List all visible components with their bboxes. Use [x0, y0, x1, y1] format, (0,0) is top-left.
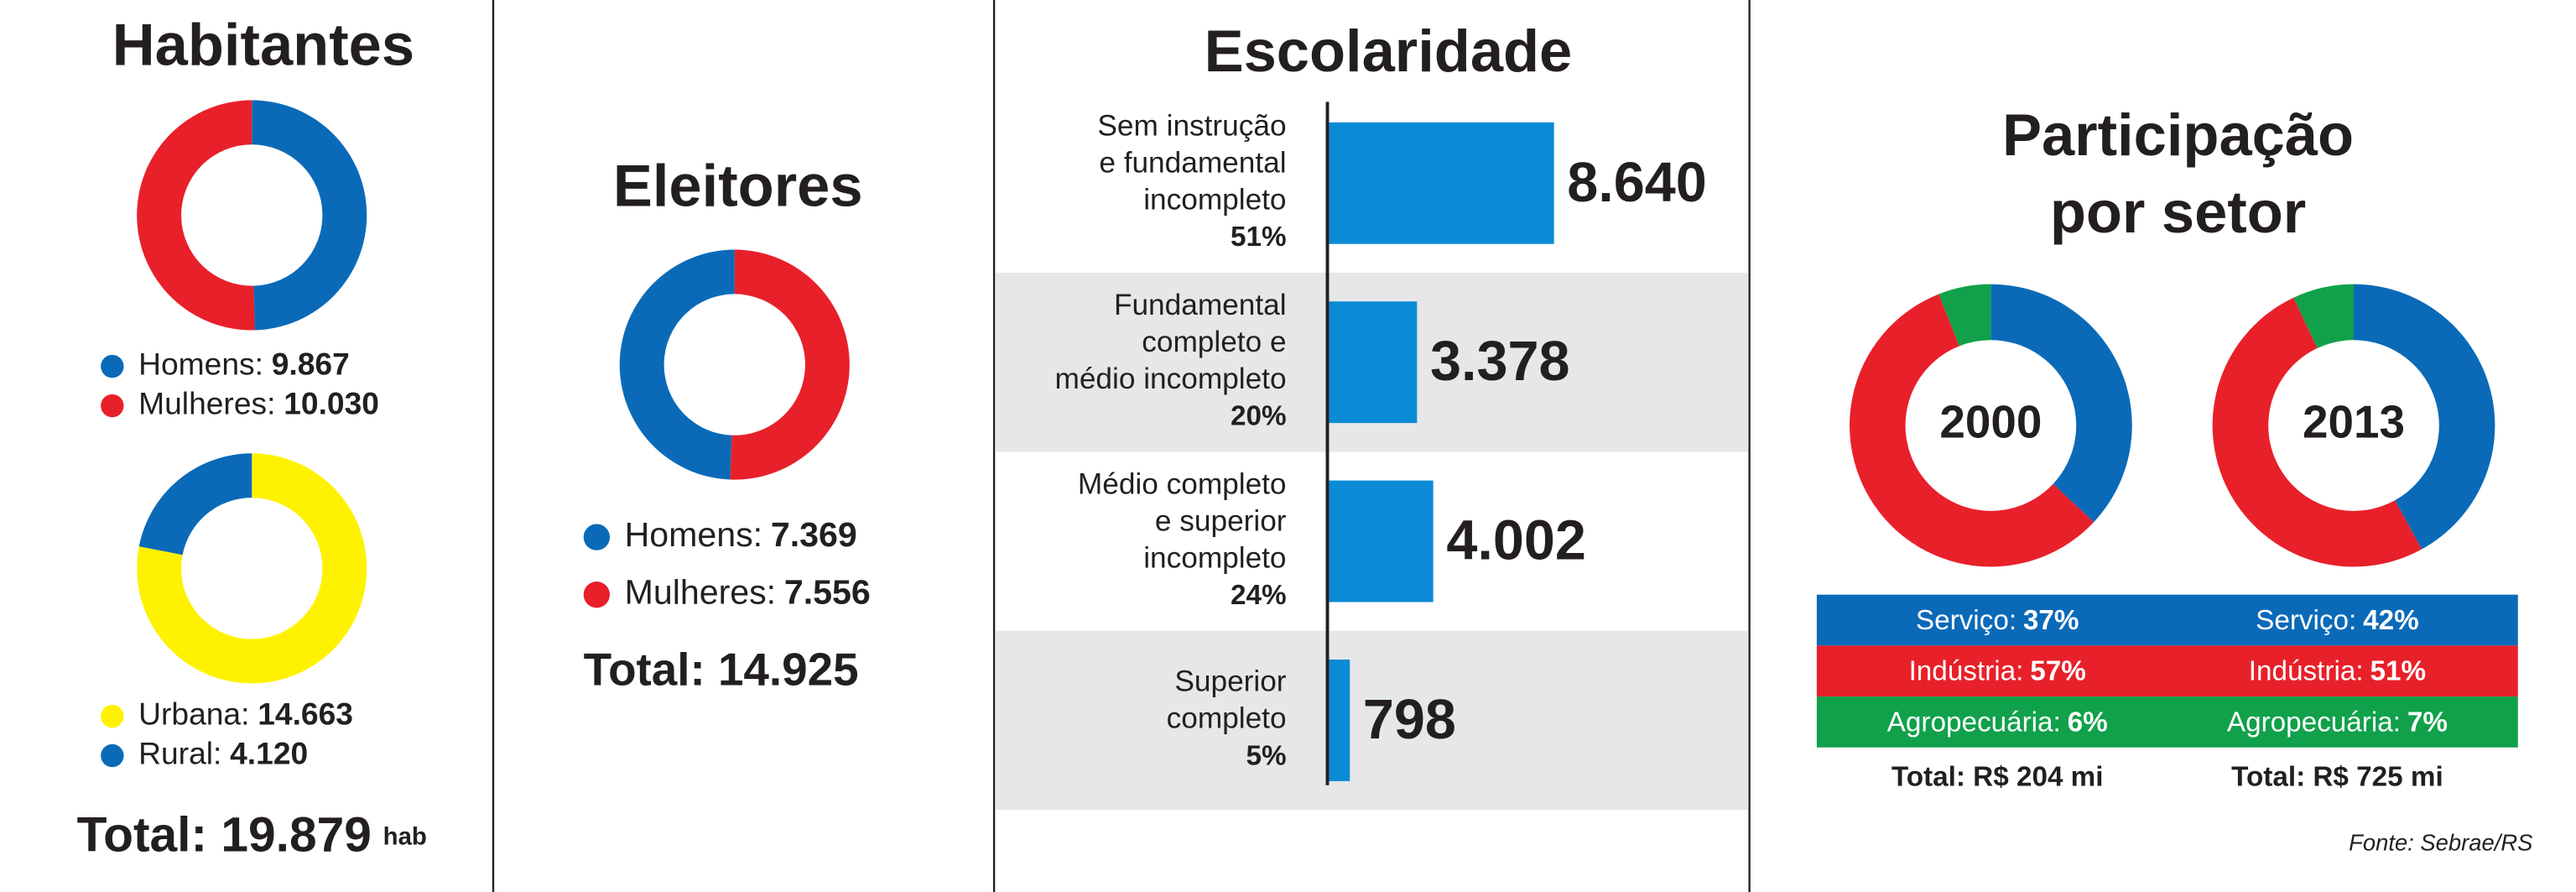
category-label: e fundamental	[1099, 147, 1286, 180]
donut-segment	[138, 453, 252, 556]
row-band	[996, 630, 1748, 811]
donut-segment	[2293, 284, 2355, 348]
category-label: médio incompleto	[1055, 363, 1287, 395]
legend-marker	[583, 582, 610, 608]
legend-entry: Indústria: 57%	[1909, 655, 2086, 686]
legend-label: Serviço:	[1916, 605, 2017, 636]
legend-label: Homens:	[625, 515, 763, 554]
share-label: 51%	[1231, 222, 1287, 253]
bar	[1329, 301, 1418, 424]
share-label: 5%	[1246, 740, 1286, 771]
bar	[1329, 122, 1554, 244]
legend-label: Rural:	[138, 735, 221, 770]
legend-value: 14.663	[258, 696, 353, 731]
legend-value: 7.369	[771, 515, 857, 554]
legend-label: Homens:	[138, 346, 263, 381]
share-label: 20%	[1231, 401, 1287, 432]
donut-segment	[252, 100, 367, 331]
legend-label: Serviço:	[2256, 605, 2356, 636]
total: Total: R$ 725 mi	[2231, 762, 2443, 793]
legend-marker	[583, 524, 610, 550]
share-label: 24%	[1231, 580, 1287, 611]
donut-segment	[730, 249, 850, 480]
category-label: incompleto	[1143, 184, 1286, 216]
bar	[1329, 480, 1434, 602]
legend-value: 42%	[2363, 605, 2419, 636]
legend-entry: Mulheres: 7.556	[625, 573, 871, 612]
chart-title: Participação	[2002, 102, 2354, 168]
legend-entry: Homens: 9.867	[138, 346, 350, 381]
value-label: 4.002	[1446, 510, 1586, 572]
legend-label: Agropecuária:	[2227, 707, 2401, 738]
legend-entry: Serviço: 37%	[1916, 605, 2079, 636]
legend-label: Mulheres:	[138, 385, 275, 420]
donut-segment	[1939, 284, 1991, 347]
bar	[1329, 659, 1350, 781]
chart-title: Escolaridade	[1205, 18, 1573, 84]
source: Fonte: Sebrae/RS	[2349, 829, 2532, 855]
legend-label: Indústria:	[2249, 655, 2364, 686]
total-value: Total: 19.879	[77, 807, 372, 862]
total: Total: 14.925	[584, 644, 859, 696]
chart-title: Eleitores	[613, 153, 863, 219]
category-label: e superior	[1155, 504, 1287, 537]
category-label: incompleto	[1143, 541, 1286, 574]
legend-row	[1816, 645, 2518, 697]
category-label: completo	[1167, 702, 1287, 735]
legend-label: Agropecuária:	[1887, 707, 2061, 738]
legend-label: Urbana:	[138, 696, 249, 731]
legend-label: Mulheres:	[625, 573, 777, 612]
donut-segment	[2354, 284, 2495, 550]
legend-entry: Urbana: 14.663	[138, 696, 353, 731]
total: Total: R$ 204 mi	[1892, 762, 2104, 793]
legend-marker	[101, 704, 124, 728]
legend-entry: Mulheres: 10.030	[138, 385, 379, 420]
legend-entry: Rural: 4.120	[138, 735, 308, 770]
category-label: Médio completo	[1078, 467, 1287, 500]
legend-entry: Homens: 7.369	[625, 515, 857, 554]
category-label: Superior	[1174, 665, 1286, 698]
total-value: Total: 14.925	[584, 644, 859, 696]
legend-marker	[101, 394, 124, 418]
legend-label: Indústria:	[1909, 655, 2024, 686]
legend-entry: Agropecuária: 7%	[2227, 707, 2448, 738]
donut-segment	[1991, 284, 2132, 523]
donut-segment	[619, 249, 735, 480]
legend-row	[1816, 594, 2518, 646]
legend-entry: Indústria: 51%	[2249, 655, 2426, 686]
legend-value: 9.867	[272, 346, 350, 381]
legend-value: 57%	[2030, 655, 2086, 686]
legend-value: 7.556	[784, 573, 871, 612]
chart-title: por setor	[2050, 179, 2306, 245]
donut-segment	[1850, 294, 2095, 567]
category-label: Sem instrução	[1097, 110, 1286, 143]
legend-entry: Serviço: 42%	[2256, 605, 2419, 636]
donut-segment	[137, 453, 367, 684]
legend-row	[1816, 696, 2518, 748]
chart-title: Habitantes	[112, 11, 414, 77]
legend-entry: Agropecuária: 6%	[1887, 707, 2108, 738]
legend-marker	[101, 743, 124, 768]
legend-marker	[101, 354, 124, 378]
donut-segment	[137, 100, 255, 331]
value-label: 8.640	[1567, 152, 1707, 214]
value-label: 798	[1363, 689, 1456, 751]
legend-value: 7%	[2407, 707, 2448, 738]
legend-value: 51%	[2370, 655, 2426, 686]
donut-center-label: 2013	[2303, 396, 2405, 448]
donut-segment	[2212, 297, 2422, 567]
value-label: 3.378	[1430, 331, 1570, 393]
category-label: Fundamental	[1114, 289, 1287, 321]
donut-center-label: 2000	[1939, 396, 2042, 448]
total: Total: 19.879 hab	[77, 807, 427, 862]
legend-value: 37%	[2023, 605, 2079, 636]
legend-value: 10.030	[284, 385, 379, 420]
total-unit: hab	[383, 822, 427, 850]
category-label: completo e	[1142, 326, 1286, 358]
legend-value: 4.120	[230, 735, 308, 770]
legend-value: 6%	[2068, 707, 2108, 738]
